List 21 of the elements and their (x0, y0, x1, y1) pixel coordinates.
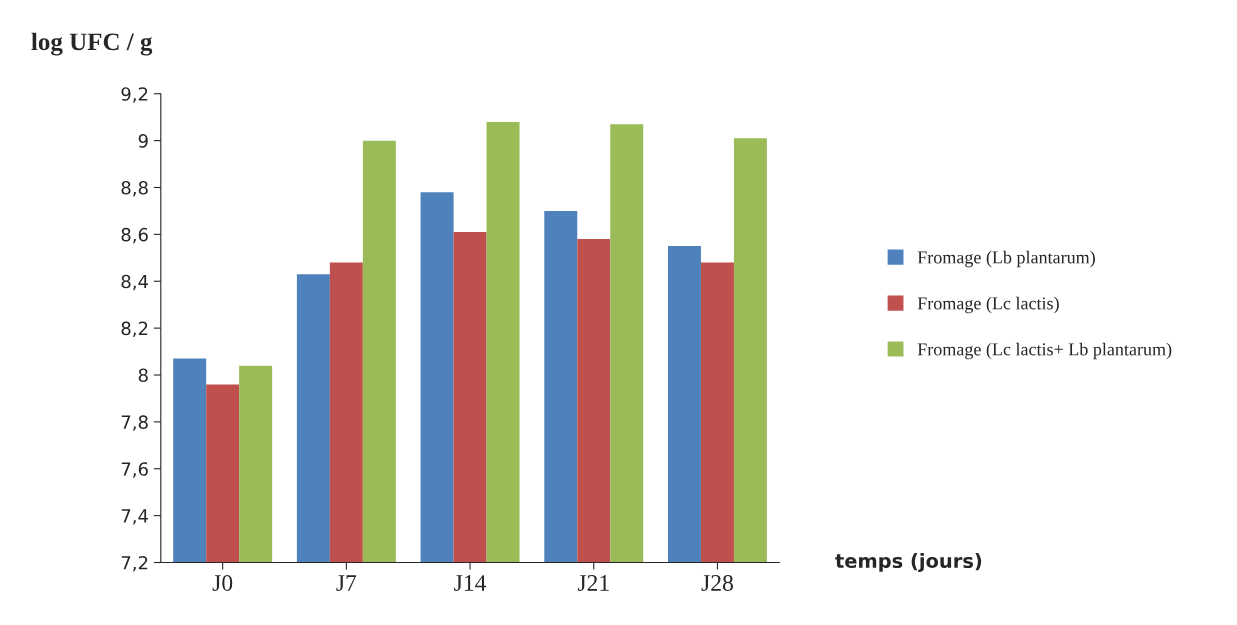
x-tick-label: J0 (212, 574, 233, 591)
legend-label: Fromage (Lb plantarum) (917, 250, 1095, 268)
x-tick-label: J28 (701, 574, 733, 591)
y-tick-label: 8,8 (121, 180, 148, 197)
y-tick-label: 9 (138, 134, 148, 148)
y-tick-label: 7,6 (121, 462, 148, 478)
x-tick-label: J7 (336, 575, 357, 591)
y-tick-label: 8,4 (121, 274, 148, 291)
x-tick-label: J14 (454, 575, 487, 591)
y-tick-label: 7,8 (121, 415, 148, 431)
x-tick-label: J21 (577, 575, 609, 591)
y-axis-title: log UFC / g (31, 32, 153, 56)
y-tick-label: 7,2 (121, 555, 148, 572)
y-tick-label: 8,6 (121, 227, 148, 244)
y-tick-label: 8,2 (121, 321, 148, 338)
y-tick-label: 8 (138, 368, 148, 383)
x-axis-title: temps (jours) (835, 553, 982, 572)
legend-label: Fromage (Lc lactis) (917, 296, 1059, 314)
y-tick-label: 7,4 (121, 509, 148, 525)
y-tick-label: 9,2 (121, 87, 148, 103)
legend-label: Fromage (Lc lactis+ Lb plantarum) (917, 342, 1172, 360)
